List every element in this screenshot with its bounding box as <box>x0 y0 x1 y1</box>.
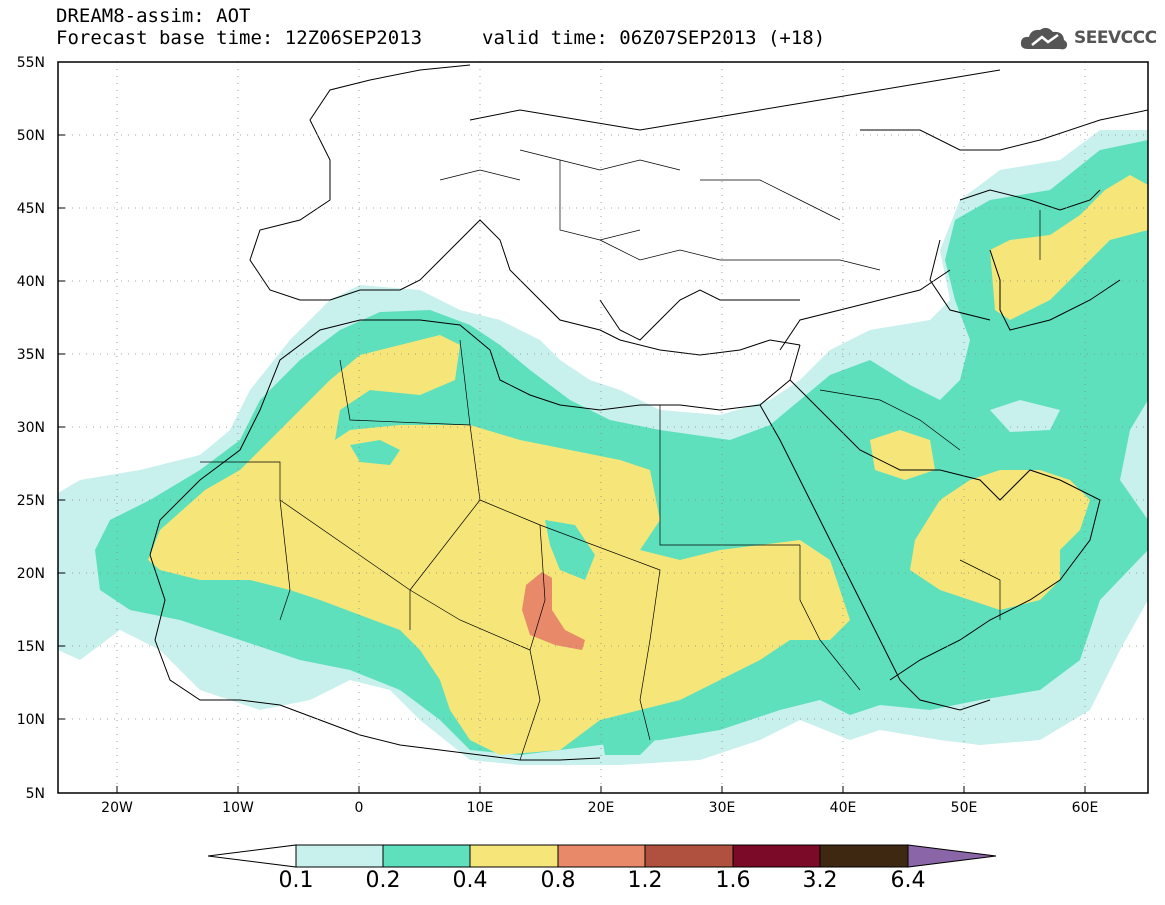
colorbar-label: 0.1 <box>278 868 314 893</box>
lat-label: 35N <box>17 347 45 363</box>
colorbar-swatch <box>557 844 646 868</box>
lat-label: 50N <box>17 128 45 144</box>
lon-label: 50E <box>951 800 978 816</box>
coastlines <box>149 64 1148 761</box>
aot-band-0.4-sahara <box>148 335 850 755</box>
lat-label: 40N <box>17 274 45 290</box>
valid-time: valid time: 06Z07SEP2013 (+18) <box>482 27 826 49</box>
country-borders <box>200 149 1041 761</box>
colorbar-label: 3.2 <box>802 868 838 893</box>
colorbar <box>207 844 997 868</box>
cloud-icon <box>1020 27 1068 50</box>
colorbar-label: 1.6 <box>715 868 751 893</box>
graticule <box>58 62 1148 793</box>
lon-label: 30E <box>709 800 736 816</box>
lat-label: 55N <box>17 55 45 71</box>
colorbar-swatch <box>469 844 559 868</box>
lat-label: 10N <box>17 712 45 728</box>
aot-band-0.4-arabia <box>870 430 935 480</box>
aot-band-0.4-caspian <box>990 175 1148 320</box>
lon-label: 10W <box>222 800 254 816</box>
colorbar-label: 0.4 <box>452 868 488 893</box>
colorbar-swatch <box>644 844 734 868</box>
lat-label: 20N <box>17 566 45 582</box>
longitude-labels: 20W 10W 0 10E 20E 30E 40E 50E 60E <box>101 800 1098 816</box>
map-title: DREAM8-assim: AOT <box>56 5 251 27</box>
colorbar-swatch <box>382 844 471 868</box>
colorbar-label: 6.4 <box>890 868 926 893</box>
lat-label: 30N <box>17 420 45 436</box>
colorbar-label: 0.2 <box>365 868 401 893</box>
axis-ticks <box>58 134 1086 793</box>
lon-label: 10E <box>467 800 494 816</box>
lon-label: 0 <box>355 800 364 816</box>
colorbar-left-arrow <box>207 844 297 868</box>
lat-label: 25N <box>17 493 45 509</box>
lon-label: 60E <box>1072 800 1099 816</box>
forecast-base-time: Forecast base time: 12Z06SEP2013 <box>56 27 423 49</box>
seevccc-logo: SEEVCCC <box>1018 22 1157 54</box>
lon-label: 20W <box>101 800 133 816</box>
colorbar-swatch <box>819 844 909 868</box>
colorbar-right-arrow <box>907 844 997 868</box>
colorbar-label: 0.8 <box>540 868 576 893</box>
aot-band-0.8 <box>522 572 585 650</box>
logo-text: SEEVCCC <box>1074 28 1157 48</box>
lat-label: 5N <box>26 786 45 802</box>
colorbar-swatch <box>732 844 821 868</box>
lon-label: 20E <box>588 800 615 816</box>
latitude-labels: 55N 50N 45N 40N 35N 30N 25N 20N 15N 10N … <box>17 55 45 802</box>
lat-label: 45N <box>17 201 45 217</box>
lat-label: 15N <box>17 639 45 655</box>
colorbar-label: 1.2 <box>627 868 663 893</box>
lon-label: 40E <box>830 800 857 816</box>
colorbar-swatch <box>295 844 384 868</box>
